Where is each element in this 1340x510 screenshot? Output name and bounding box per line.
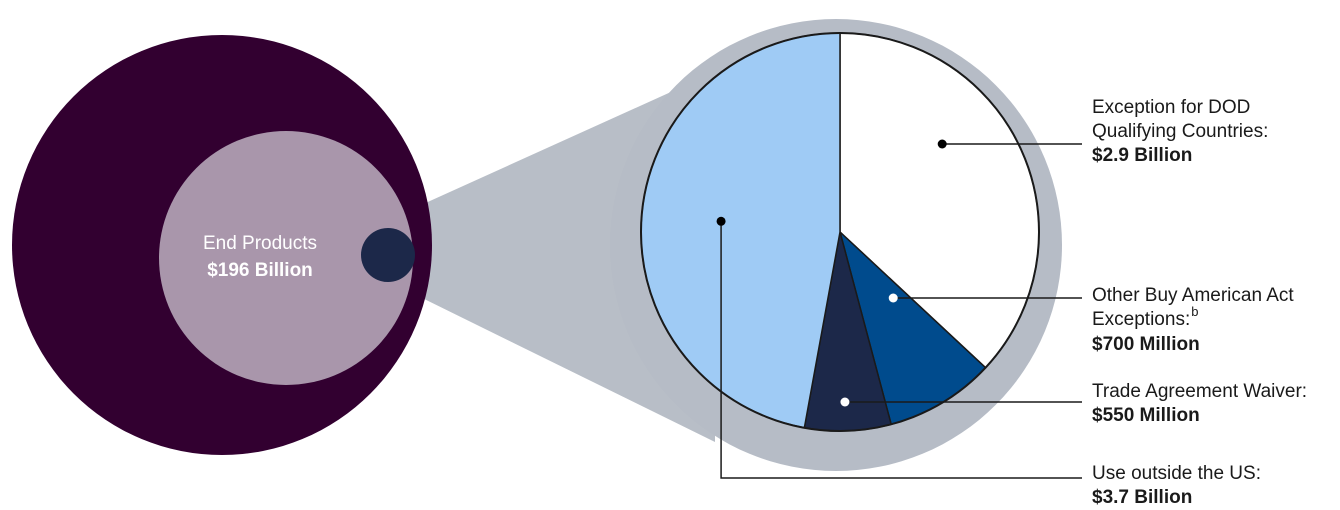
slice-outside-us-marker (716, 216, 726, 226)
slice-label-other-baa: Other Buy American Act Exceptions:b $700… (1092, 284, 1340, 357)
slice-outside-us-leader (720, 221, 1082, 479)
slice-label-trade: Trade Agreement Waiver: $550 Million (1092, 380, 1307, 428)
slice-label-outside-us: Use outside the US: $3.7 Billion (1092, 462, 1261, 510)
slice-title-trade: Trade Agreement Waiver: (1092, 381, 1308, 402)
zoom-dot (361, 228, 415, 282)
slice-dod-marker (937, 139, 947, 149)
slice-value-outside-us: $3.7 Billion (1092, 487, 1193, 508)
pie-outline (640, 32, 1040, 432)
slice-value-dod: $2.9 Billion (1092, 145, 1193, 166)
slice-title-outside-us: Use outside the US: (1092, 463, 1261, 484)
slice-label-dod: Exception for DOD Qualifying Countries: … (1092, 96, 1282, 168)
slice-title-other-baa: Other Buy American Act Exceptions: (1092, 285, 1294, 330)
slice-other-baa-marker (888, 293, 898, 303)
end-products-title: End Products (202, 233, 318, 254)
slice-title-dod: Exception for DOD Qualifying Countries: (1092, 97, 1269, 142)
inner-circle (159, 131, 413, 385)
slice-value-other-baa: $700 Million (1092, 334, 1200, 355)
slice-trade-marker (840, 397, 850, 407)
slice-value-trade: $550 Million (1092, 405, 1200, 426)
end-products-value: $196 Billion (207, 260, 313, 281)
footnote-marker: b (1191, 304, 1199, 319)
end-products-label: End Products $196 Billion (150, 230, 370, 284)
